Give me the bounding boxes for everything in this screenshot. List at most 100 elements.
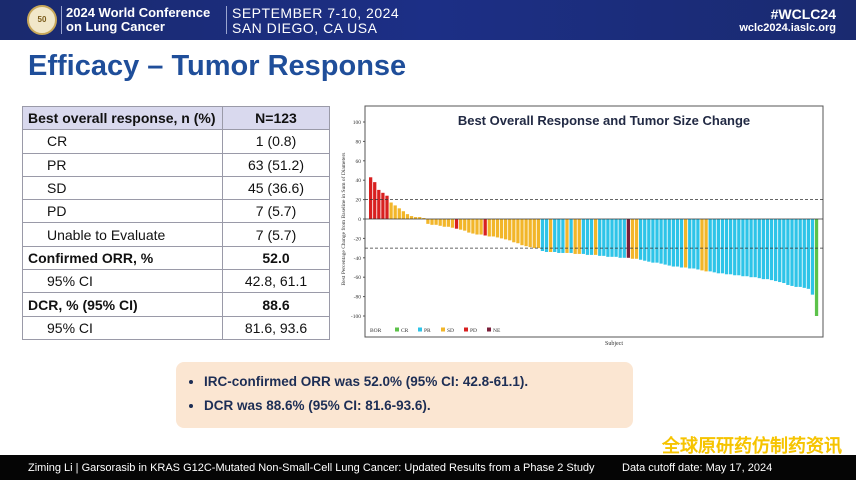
row-label: DCR, % (95% CI) bbox=[22, 292, 223, 317]
row-value: 81.6, 93.6 bbox=[222, 315, 330, 340]
bar-pr bbox=[679, 219, 684, 268]
y-tick-label: 0 bbox=[358, 217, 361, 223]
row-label: SD bbox=[22, 175, 223, 201]
table-row: Unable to Evaluate 7 (5.7) bbox=[22, 222, 330, 247]
bar-pr bbox=[712, 219, 716, 273]
bar-sd bbox=[401, 211, 405, 219]
row-label: 95% CI bbox=[22, 269, 223, 294]
bar-pr bbox=[606, 219, 610, 257]
bar-pr bbox=[639, 219, 643, 260]
bar-sd bbox=[414, 217, 418, 219]
bar-pr bbox=[585, 219, 590, 255]
bar-pr bbox=[786, 219, 790, 285]
bar-sd bbox=[704, 219, 708, 272]
legend-label-pd: PD bbox=[470, 328, 477, 334]
bar-pr bbox=[643, 219, 647, 261]
bar-pr bbox=[622, 219, 626, 258]
table-row: SD 45 (36.6) bbox=[22, 175, 330, 201]
page-title: Efficacy – Tumor Response bbox=[28, 50, 407, 82]
bar-sd bbox=[499, 219, 504, 239]
bar-pr bbox=[724, 219, 729, 275]
y-tick-label: 100 bbox=[353, 120, 362, 126]
bar-pr bbox=[757, 219, 761, 279]
bar-sd bbox=[422, 218, 426, 219]
x-axis-label: Subject bbox=[605, 341, 623, 347]
bar-sd bbox=[450, 219, 455, 228]
website-link[interactable]: wclc2024.iaslc.org bbox=[739, 22, 836, 34]
bar-pr bbox=[782, 219, 786, 284]
bar-pr bbox=[581, 219, 585, 254]
legend-label-ne: NE bbox=[493, 328, 501, 334]
row-value: 1 (0.8) bbox=[222, 129, 330, 154]
legend-swatch-ne bbox=[487, 327, 491, 332]
bar-pr bbox=[778, 219, 782, 283]
bar-pd bbox=[373, 182, 377, 219]
key-findings-callout: IRC-confirmed ORR was 52.0% (95% CI: 42.… bbox=[176, 362, 633, 428]
bar-pr bbox=[798, 219, 802, 287]
bar-sd bbox=[528, 219, 532, 248]
bar-pr bbox=[663, 219, 667, 265]
bar-pr bbox=[708, 219, 712, 272]
waterfall-chart: Best Overall Response and Tumor Size Cha… bbox=[340, 104, 828, 348]
bar-sd bbox=[393, 205, 397, 219]
bar-sd bbox=[495, 219, 500, 238]
bar-pr bbox=[557, 219, 561, 253]
bar-pr bbox=[769, 219, 774, 281]
bar-pr bbox=[761, 219, 765, 280]
row-value: 7 (5.7) bbox=[222, 199, 330, 224]
watermark: 全球原研药仿制药资讯 bbox=[662, 436, 842, 456]
bar-pr bbox=[729, 219, 733, 275]
bar-sd bbox=[536, 219, 540, 249]
bar-sd bbox=[684, 219, 688, 268]
bar-pr bbox=[647, 219, 651, 262]
bar-pr bbox=[610, 219, 614, 257]
bar-pr bbox=[720, 219, 725, 274]
bar-pr bbox=[614, 219, 618, 257]
bar-pr bbox=[553, 219, 557, 252]
bar-pr bbox=[667, 219, 671, 266]
bar-pr bbox=[733, 219, 737, 276]
bar-sd bbox=[565, 219, 569, 253]
bar-sd bbox=[524, 219, 528, 247]
bar-pr bbox=[602, 219, 606, 256]
bar-pr bbox=[651, 219, 655, 263]
y-tick-label: 20 bbox=[356, 198, 362, 204]
bar-pr bbox=[794, 219, 798, 287]
bar-pr bbox=[716, 219, 720, 274]
bar-pr bbox=[790, 219, 794, 286]
row-label: Unable to Evaluate bbox=[22, 222, 223, 247]
bar-sd bbox=[491, 219, 495, 237]
row-label: CR bbox=[22, 129, 223, 154]
legend-swatch-cr bbox=[395, 327, 399, 332]
bar-pr bbox=[618, 219, 622, 258]
dates-line: SEPTEMBER 7-10, 2024 bbox=[232, 5, 400, 21]
table-row: DCR, % (95% CI) 88.6 bbox=[22, 292, 330, 317]
bar-sd bbox=[516, 219, 520, 244]
bar-pd bbox=[381, 192, 385, 219]
divider bbox=[61, 6, 62, 34]
finding-orr: IRC-confirmed ORR was 52.0% (95% CI: 42.… bbox=[204, 374, 633, 389]
location-line: SAN DIEGO, CA USA bbox=[232, 20, 378, 36]
legend-label-cr: CR bbox=[401, 328, 409, 334]
bar-pr bbox=[774, 219, 778, 282]
bar-pr bbox=[692, 219, 696, 269]
y-tick-label: -20 bbox=[354, 236, 362, 242]
bar-pr bbox=[659, 219, 663, 264]
y-tick-label: -40 bbox=[354, 256, 362, 262]
footer: Ziming Li | Garsorasib in KRAS G12C-Muta… bbox=[0, 455, 856, 480]
bar-pr bbox=[745, 219, 749, 277]
bar-pr bbox=[696, 219, 700, 270]
row-value: 63 (51.2) bbox=[222, 152, 330, 177]
y-tick-label: -60 bbox=[354, 275, 362, 281]
bar-pd bbox=[483, 219, 487, 236]
bar-pr bbox=[540, 219, 545, 252]
bar-pr bbox=[737, 219, 741, 276]
bar-pr bbox=[765, 219, 770, 280]
bar-pr bbox=[802, 219, 806, 288]
bar-sd bbox=[389, 202, 393, 219]
table-row: CR 1 (0.8) bbox=[22, 129, 330, 154]
bar-pd bbox=[385, 195, 389, 219]
bar-sd bbox=[487, 219, 491, 237]
bar-pr bbox=[675, 219, 680, 267]
bar-sd bbox=[397, 208, 401, 219]
